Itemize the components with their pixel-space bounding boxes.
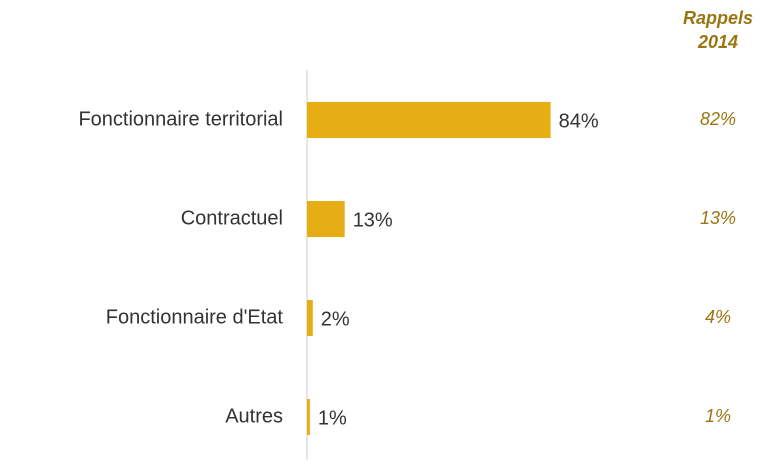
bar xyxy=(307,399,310,435)
recall-label: 1% xyxy=(705,406,731,426)
recall-title: Rappels 2014 xyxy=(682,8,754,52)
category-label: Fonctionnaire d'Etat xyxy=(106,306,284,328)
recall-label: 4% xyxy=(705,307,731,327)
category-label: Autres xyxy=(225,405,283,427)
bar xyxy=(307,201,345,237)
recall-label: 13% xyxy=(700,208,736,228)
bar xyxy=(307,300,313,336)
category-label: Contractuel xyxy=(181,207,283,229)
recall-label: 82% xyxy=(700,109,736,129)
category-label: Fonctionnaire territorial xyxy=(78,108,283,130)
value-label: 2% xyxy=(321,308,350,330)
value-label: 84% xyxy=(559,110,599,132)
bar xyxy=(307,102,551,138)
value-label: 13% xyxy=(353,209,393,231)
value-label: 1% xyxy=(318,407,347,429)
